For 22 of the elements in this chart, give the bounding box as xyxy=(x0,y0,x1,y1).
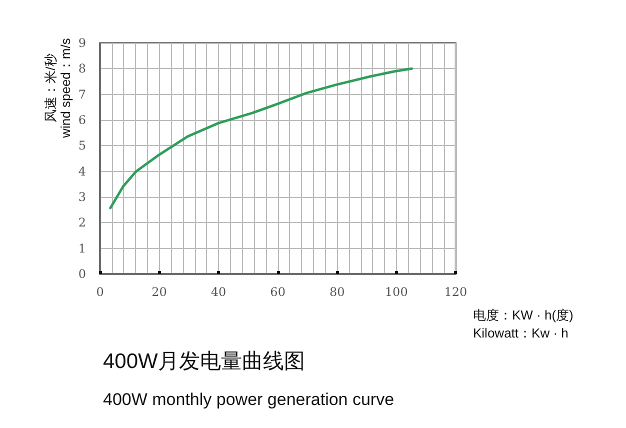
y-axis-title: 风速：米/秒 wind speed：m/s xyxy=(43,38,73,139)
y-tick-label: 4 xyxy=(78,164,86,178)
line-series xyxy=(109,67,414,210)
y-tick-label: 8 xyxy=(78,62,86,76)
y-tick-label: 1 xyxy=(78,241,86,256)
x-tick-label: 80 xyxy=(329,285,345,299)
y-tick-label: 2 xyxy=(78,216,86,230)
x-tick-label: 120 xyxy=(444,285,468,299)
x-tick-label: 60 xyxy=(270,285,286,299)
y-tick-label: 6 xyxy=(78,113,86,127)
text: 400W monthly power generation curve xyxy=(103,390,394,409)
y-tick-label: 0 xyxy=(78,267,86,281)
y-tick-label: 9 xyxy=(78,36,86,50)
y-tick-label: 7 xyxy=(78,87,86,102)
x-tick-label: 40 xyxy=(210,285,226,299)
text: 400W月发电量曲线图 xyxy=(103,350,305,373)
y-tick-label: 5 xyxy=(78,138,86,153)
x-tick-label: 100 xyxy=(384,285,408,299)
x-tick-label: 0 xyxy=(96,285,104,299)
y-tick-label: 3 xyxy=(78,190,86,204)
x-axis-title: 电度：KW · h(度) Kilowatt：Kw · h xyxy=(473,308,574,340)
x-tick-label: 20 xyxy=(152,285,167,299)
